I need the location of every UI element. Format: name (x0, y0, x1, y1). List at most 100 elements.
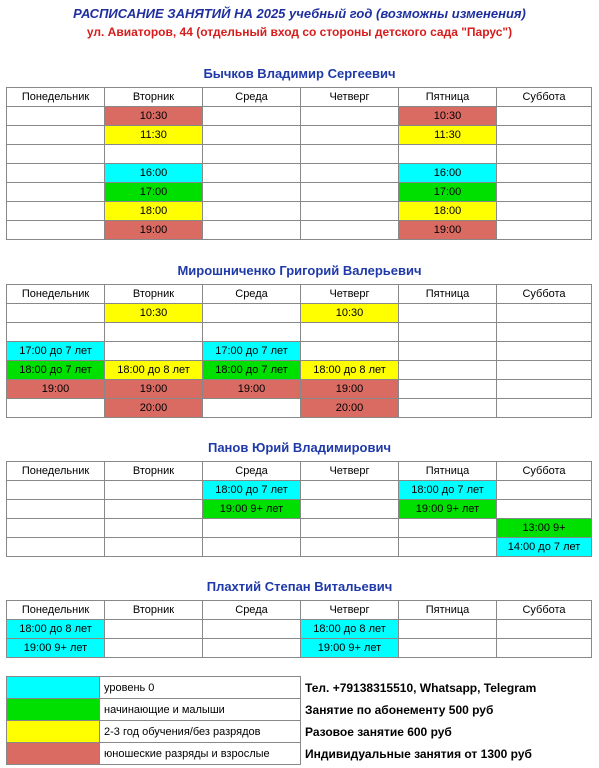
empty-cell (104, 499, 203, 519)
info-text: Занятие по абонементу 500 руб (305, 702, 494, 717)
lesson-cell: 10:30 (104, 303, 203, 323)
empty-cell (300, 322, 399, 342)
day-header: Пятница (398, 600, 497, 620)
day-header: Суббота (496, 461, 592, 481)
empty-cell (300, 201, 399, 221)
empty-cell (202, 201, 301, 221)
empty-cell (496, 341, 592, 361)
empty-cell (496, 220, 592, 240)
schedule-table: Понедельник Вторник Среда Четверг Пятница Суб… (6, 87, 592, 240)
empty-cell (398, 303, 497, 323)
empty-cell (300, 341, 399, 361)
lesson-cell: 11:30 (104, 125, 203, 145)
lesson-cell: 17:00 до 7 лет (202, 341, 301, 361)
empty-cell (496, 480, 592, 500)
day-header: Четверг (300, 284, 399, 304)
lesson-cell: 18:00 до 8 лет (6, 619, 105, 639)
lesson-cell: 19:00 (202, 379, 301, 399)
lesson-cell: 19:00 9+ лет (398, 499, 497, 519)
day-header: Вторник (104, 461, 203, 481)
legend-label: уровень 0 (99, 676, 301, 699)
empty-cell (202, 182, 301, 202)
empty-cell (300, 499, 399, 519)
table-row: 17:00 17:00 (6, 182, 592, 202)
empty-cell (496, 106, 592, 126)
day-header: Пятница (398, 87, 497, 107)
empty-cell (104, 518, 203, 538)
teacher-name: Бычков Владимир Сергеевич (203, 66, 396, 81)
table-row: 10:30 10:30 (6, 303, 592, 323)
empty-cell (496, 163, 592, 183)
lesson-cell: 19:00 9+ лет (202, 499, 301, 519)
day-header: Среда (202, 600, 301, 620)
empty-cell (496, 144, 592, 164)
lesson-cell: 19:00 (104, 220, 203, 240)
lesson-cell: 19:00 (398, 220, 497, 240)
lesson-cell: 17:00 до 7 лет (6, 341, 105, 361)
page-title: РАСПИСАНИЕ ЗАНЯТИЙ НА 2025 учебный год (… (73, 6, 526, 21)
empty-cell (104, 341, 203, 361)
day-header: Понедельник (6, 284, 105, 304)
day-header: Понедельник (6, 461, 105, 481)
empty-cell (202, 125, 301, 145)
lesson-cell: 14:00 до 7 лет (496, 537, 592, 557)
empty-cell (104, 619, 203, 639)
table-header-row: Понедельник Вторник Среда Четверг Пятница Суб… (6, 461, 592, 481)
empty-cell (398, 619, 497, 639)
empty-cell (6, 106, 105, 126)
table-row: 18:00 18:00 (6, 201, 592, 221)
lesson-cell: 18:00 до 7 лет (202, 480, 301, 500)
legend-row: начинающие и малыши Занятие по абонементу… (6, 698, 588, 721)
day-header: Четверг (300, 87, 399, 107)
lesson-cell: 18:00 до 8 лет (300, 360, 399, 380)
table-row: 10:30 10:30 (6, 106, 592, 126)
lesson-cell: 10:30 (300, 303, 399, 323)
legend-table: уровень 0 Тел. +79138315510, Whatsapp, Te… (6, 676, 588, 765)
table-row: 16:00 16:00 (6, 163, 592, 183)
day-header: Понедельник (6, 87, 105, 107)
day-header: Четверг (300, 600, 399, 620)
schedule-table: Понедельник Вторник Среда Четверг Пятница Суб… (6, 461, 592, 557)
address-line: ул. Авиаторов, 44 (отдельный вход со сто… (86, 25, 513, 39)
empty-cell (202, 106, 301, 126)
empty-cell (6, 125, 105, 145)
table-header-row: Понедельник Вторник Среда Четверг Пятница Суб… (6, 600, 592, 620)
empty-cell (300, 163, 399, 183)
teacher-name: Плахтий Степан Витальевич (206, 579, 393, 594)
table-row: 18:00 до 8 лет 18:00 до 8 лет (6, 619, 592, 639)
table-row: 19:00 19:00 (6, 220, 592, 240)
empty-cell (202, 144, 301, 164)
empty-cell (6, 201, 105, 221)
empty-cell (202, 163, 301, 183)
lesson-cell: 20:00 (300, 398, 399, 418)
legend-swatch (6, 676, 100, 699)
empty-cell (6, 163, 105, 183)
empty-cell (300, 220, 399, 240)
table-row: 13:00 9+ (6, 518, 592, 538)
lesson-cell: 19:00 (6, 379, 105, 399)
empty-cell (398, 144, 497, 164)
empty-cell (202, 619, 301, 639)
lesson-cell: 19:00 9+ лет (300, 638, 399, 658)
schedule-table: Понедельник Вторник Среда Четверг Пятница Суб… (6, 600, 592, 658)
day-header: Вторник (104, 87, 203, 107)
lesson-cell: 18:00 до 7 лет (398, 480, 497, 500)
lesson-cell: 17:00 (398, 182, 497, 202)
lesson-cell: 19:00 (104, 379, 203, 399)
table-row: 17:00 до 7 лет 17:00 до 7 лет (6, 341, 592, 361)
legend-row: 2-3 год обучения/без разрядов Разовое зан… (6, 720, 588, 743)
empty-cell (6, 398, 105, 418)
table-row: 11:30 11:30 (6, 125, 592, 145)
day-header: Четверг (300, 461, 399, 481)
lesson-cell: 11:30 (398, 125, 497, 145)
day-header: Пятница (398, 284, 497, 304)
legend-label: 2-3 год обучения/без разрядов (99, 720, 301, 743)
lesson-cell: 19:00 9+ лет (6, 638, 105, 658)
empty-cell (300, 182, 399, 202)
legend-swatch (6, 720, 100, 743)
lesson-cell: 10:30 (398, 106, 497, 126)
empty-cell (6, 518, 105, 538)
empty-cell (496, 182, 592, 202)
empty-cell (398, 638, 497, 658)
info-text: Индивидуальные занятия от 1300 руб (305, 746, 532, 761)
